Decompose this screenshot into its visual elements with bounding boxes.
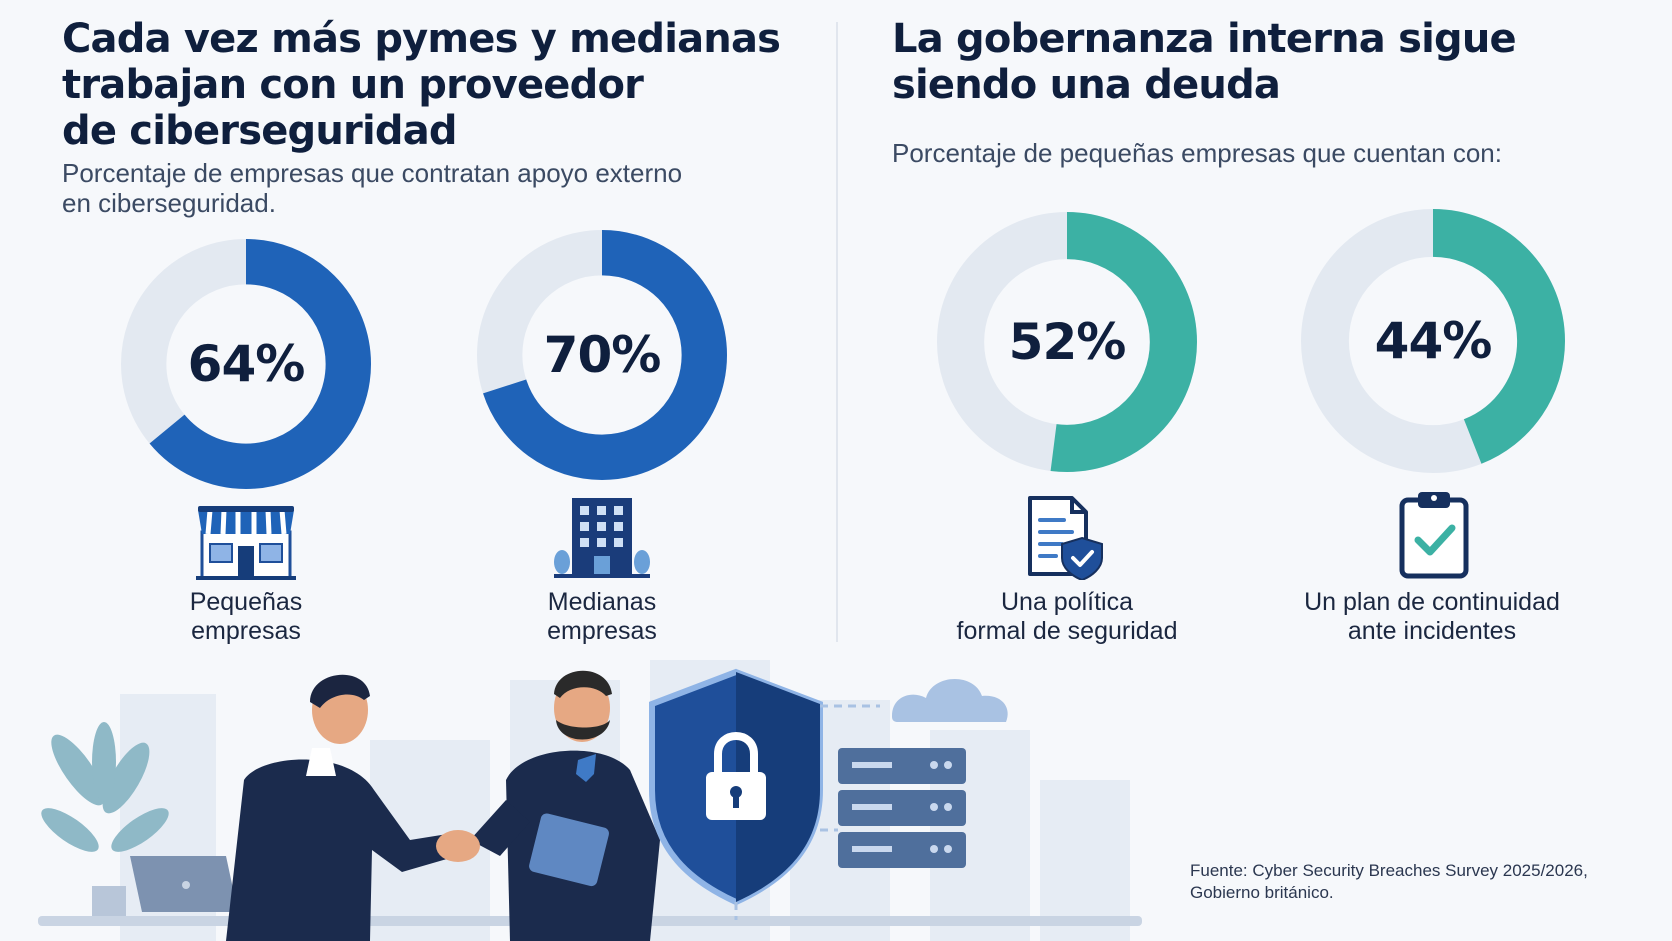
left-title: Cada vez más pymes y medianas trabajan c… [62,16,781,154]
office-building-icon [552,494,652,582]
security-policy-document-icon [1026,494,1106,584]
donut-pequenas-empresas: 64% [120,238,372,490]
left-subtitle: Porcentaje de empresas que contratan apo… [62,158,683,218]
donut-medianas-empresas: 70% [476,229,728,481]
right-title: La gobernanza interna sigue siendo una d… [892,16,1517,108]
left-panel: Cada vez más pymes y medianas trabajan c… [62,0,802,218]
donut-value-label: 70% [543,326,662,384]
source-note: Fuente: Cyber Security Breaches Survey 2… [1190,861,1588,902]
donut-chart-medianas [477,230,727,480]
donut-value-label: 44% [1374,312,1493,370]
donut-slice-una-pol-tica-formal-de-seguridad [937,212,1197,472]
donut-slice-un-plan-de-continuidad-ante-incidentes [1301,209,1565,473]
right-panel: La gobernanza interna sigue siendo una d… [892,0,1632,168]
donut-slice-medianas-empresas [477,230,727,480]
section-divider [836,22,838,642]
donut-chart-pequenas [121,239,371,489]
donut-slice-peque-as-empresas [121,239,371,489]
caption-pequenas-empresas: Pequeñas empresas [189,588,303,645]
clipboard-check-icon [1398,490,1470,584]
right-subtitle: Porcentaje de pequeñas empresas que cuen… [892,138,1502,168]
donut-chart-politica [937,212,1197,472]
donut-chart-plan [1301,209,1565,473]
caption-politica-formal: Una política formal de seguridad [956,588,1178,645]
handshake-illustration [30,650,1150,941]
caption-plan-continuidad: Un plan de continuidad ante incidentes [1304,588,1560,645]
donut-value-label: 64% [187,335,306,393]
donut-politica-formal: 52% [936,211,1198,473]
caption-medianas-empresas: Medianas empresas [547,588,657,645]
storefront-icon [194,504,298,584]
donut-value-label: 52% [1008,313,1127,371]
donut-plan-continuidad: 44% [1300,208,1566,474]
